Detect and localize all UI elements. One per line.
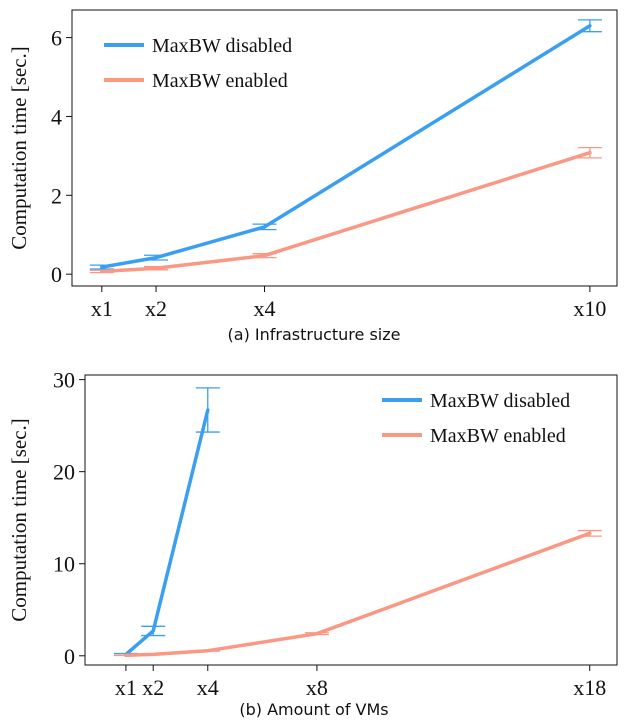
- y-tick-label: 20: [53, 460, 75, 485]
- legend-label-0: MaxBW disabled: [430, 390, 570, 412]
- x-tick-label: x2: [142, 675, 164, 695]
- series-line-0: [124, 408, 210, 657]
- chart-a-svg: 0 2 4 6 x1 x2 x4 x10 Computation time [sec.] MaxB…: [7, 9, 618, 320]
- x-tick-label: x10: [573, 296, 606, 320]
- plot-frame: [84, 374, 618, 666]
- legend-label-1: MaxBW enabled: [430, 425, 566, 447]
- x-tick-label: x8: [306, 675, 328, 695]
- y-axis-label: Computation time [sec.]: [7, 418, 31, 622]
- y-tick-label: 30: [53, 368, 75, 393]
- y-tick-label: 2: [51, 183, 62, 208]
- x-tick-label: x18: [573, 675, 606, 695]
- y-tick-label: 4: [51, 104, 62, 129]
- chart-infrastructure-size: 0 2 4 6 x1 x2 x4 x10 Computation time [sec.] MaxB…: [0, 0, 628, 350]
- chart-b-svg: 0 10 20 30 x1 x2 x4 x8 x18 Computation time [sec.…: [7, 368, 618, 695]
- y-tick-label: 0: [64, 644, 75, 669]
- series-line-1: [100, 150, 592, 274]
- x-tick-label: x4: [197, 675, 219, 695]
- chart-amount-of-vms: 0 10 20 30 x1 x2 x4 x8 x18 Computation time [sec.…: [0, 365, 628, 725]
- series-line-1: [124, 531, 592, 658]
- x-tick-label: x4: [254, 296, 276, 320]
- chart-b-caption: (b) Amount of VMs: [239, 700, 389, 719]
- x-tick-label: x1: [115, 675, 137, 695]
- x-tick-label: x1: [91, 296, 113, 320]
- legend-label-0: MaxBW disabled: [152, 35, 292, 57]
- plot-frame: [71, 9, 618, 287]
- y-tick-label: 10: [53, 552, 75, 577]
- x-tick-label: x2: [145, 296, 167, 320]
- legend-label-1: MaxBW enabled: [152, 70, 288, 92]
- y-tick-label: 6: [51, 26, 62, 51]
- y-tick-label: 0: [51, 262, 62, 287]
- y-axis-label: Computation time [sec.]: [7, 46, 31, 250]
- series-line-0: [100, 24, 592, 269]
- chart-a-caption: (a) Infrastructure size: [227, 325, 401, 344]
